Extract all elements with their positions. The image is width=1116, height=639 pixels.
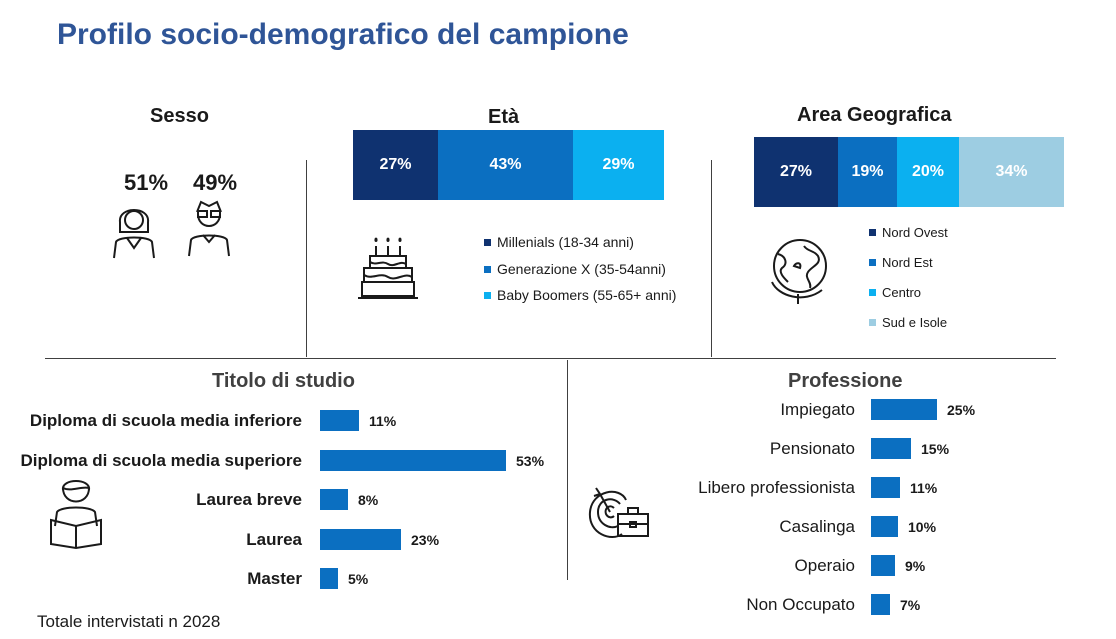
legend-label: Millenials (18-34 anni) — [497, 234, 634, 250]
divider-horizontal — [45, 358, 1056, 359]
legend-nord-ovest: Nord Ovest — [869, 225, 948, 240]
globe-icon — [771, 239, 827, 304]
area-segment-label: 20% — [911, 163, 945, 180]
area-segment-label: 19% — [851, 163, 884, 180]
data-label: 9% — [905, 558, 926, 574]
data-label: 5% — [348, 571, 369, 587]
legend-millenials: Millenials (18-34 anni) — [484, 234, 634, 250]
bar — [871, 594, 890, 615]
category-label: Impiegato — [780, 400, 855, 419]
bar — [871, 555, 895, 576]
category-label: Pensionato — [769, 439, 855, 458]
eta-segment: 29% — [573, 130, 664, 200]
legend-swatch — [869, 229, 876, 236]
bar — [320, 528, 401, 550]
divider-vertical-1 — [306, 160, 307, 357]
eta-segment: 43% — [438, 130, 573, 200]
legend-nord-est: Nord Est — [869, 255, 933, 270]
eta-stacked-bar: 27% 43% 29% — [353, 130, 664, 200]
male-pct: 49% — [193, 170, 238, 195]
area-title: Area Geografica — [797, 104, 952, 126]
category-label: Non Occupato — [746, 595, 855, 614]
page-title: Profilo socio-demografico del campione — [57, 18, 629, 51]
female-pct: 51% — [124, 170, 169, 195]
legend-swatch — [869, 259, 876, 266]
area-segment: 20% — [897, 137, 959, 207]
eta-segment-label: 43% — [489, 156, 522, 173]
data-label: 53% — [516, 452, 545, 469]
eta-segment: 27% — [353, 130, 438, 200]
bar — [871, 438, 911, 459]
data-label: 11% — [910, 480, 938, 496]
legend-swatch — [484, 291, 491, 299]
legend-label: Baby Boomers (55-65+ anni) — [497, 287, 677, 303]
footer-sample-size: Totale intervistati n 2028 — [37, 612, 221, 631]
legend-swatch — [869, 319, 876, 326]
student-reading-icon — [50, 480, 102, 550]
legend-label: Nord Ovest — [882, 225, 948, 240]
legend-label: Generazione X (35-54anni) — [497, 261, 666, 277]
area-stacked-bar: 27% 19% 20% 34% — [754, 137, 1064, 207]
area-segment: 27% — [754, 137, 838, 207]
data-label: 15% — [921, 441, 950, 457]
category-label: Diploma di scuola media inferiore — [29, 411, 302, 430]
category-label: Laurea breve — [196, 490, 302, 509]
data-label: 10% — [908, 519, 937, 535]
professione-title: Professione — [788, 370, 903, 392]
woman-icon — [113, 209, 155, 259]
category-label: Master — [247, 569, 302, 588]
divider-vertical-3 — [567, 360, 568, 580]
category-label: Diploma di scuola media superiore — [20, 450, 302, 470]
divider-vertical-2 — [711, 160, 712, 357]
bar — [320, 489, 348, 510]
legend-swatch — [484, 265, 491, 273]
legend-baby-boomers: Baby Boomers (55-65+ anni) — [484, 287, 676, 303]
bar — [871, 399, 937, 420]
data-label: 11% — [369, 413, 397, 429]
birthday-cake-icon — [358, 237, 418, 299]
category-label: Libero professionista — [698, 478, 855, 497]
data-label: 8% — [358, 492, 379, 508]
area-segment-label: 27% — [779, 163, 813, 180]
bar — [320, 410, 359, 431]
area-segment: 34% — [959, 137, 1064, 207]
bar — [871, 516, 898, 537]
eta-segment-label: 29% — [602, 156, 635, 173]
studio-title: Titolo di studio — [212, 370, 355, 392]
bar — [320, 568, 338, 589]
bar — [871, 477, 900, 498]
category-label: Laurea — [246, 529, 302, 549]
legend-generazione-x: Generazione X (35-54anni) — [484, 261, 666, 277]
bar — [320, 449, 506, 471]
man-icon — [188, 200, 230, 257]
legend-sud-isole: Sud e Isole — [869, 315, 947, 330]
legend-swatch — [869, 289, 876, 296]
target-briefcase-icon — [588, 487, 649, 539]
data-label: 7% — [900, 597, 921, 613]
legend-label: Sud e Isole — [882, 315, 948, 330]
category-label: Casalinga — [779, 517, 855, 536]
category-label: Operaio — [794, 556, 855, 575]
legend-swatch — [484, 238, 491, 246]
eta-segment-label: 27% — [379, 156, 412, 173]
sesso-title: Sesso — [150, 105, 209, 127]
legend-label: Nord Est — [882, 255, 933, 270]
area-segment-label: 34% — [995, 163, 1028, 180]
data-label: 23% — [411, 531, 440, 548]
eta-title: Età — [488, 106, 520, 128]
area-segment: 19% — [838, 137, 897, 207]
legend-label: Centro — [882, 285, 922, 300]
legend-centro: Centro — [869, 285, 921, 300]
data-label: 25% — [947, 402, 976, 418]
